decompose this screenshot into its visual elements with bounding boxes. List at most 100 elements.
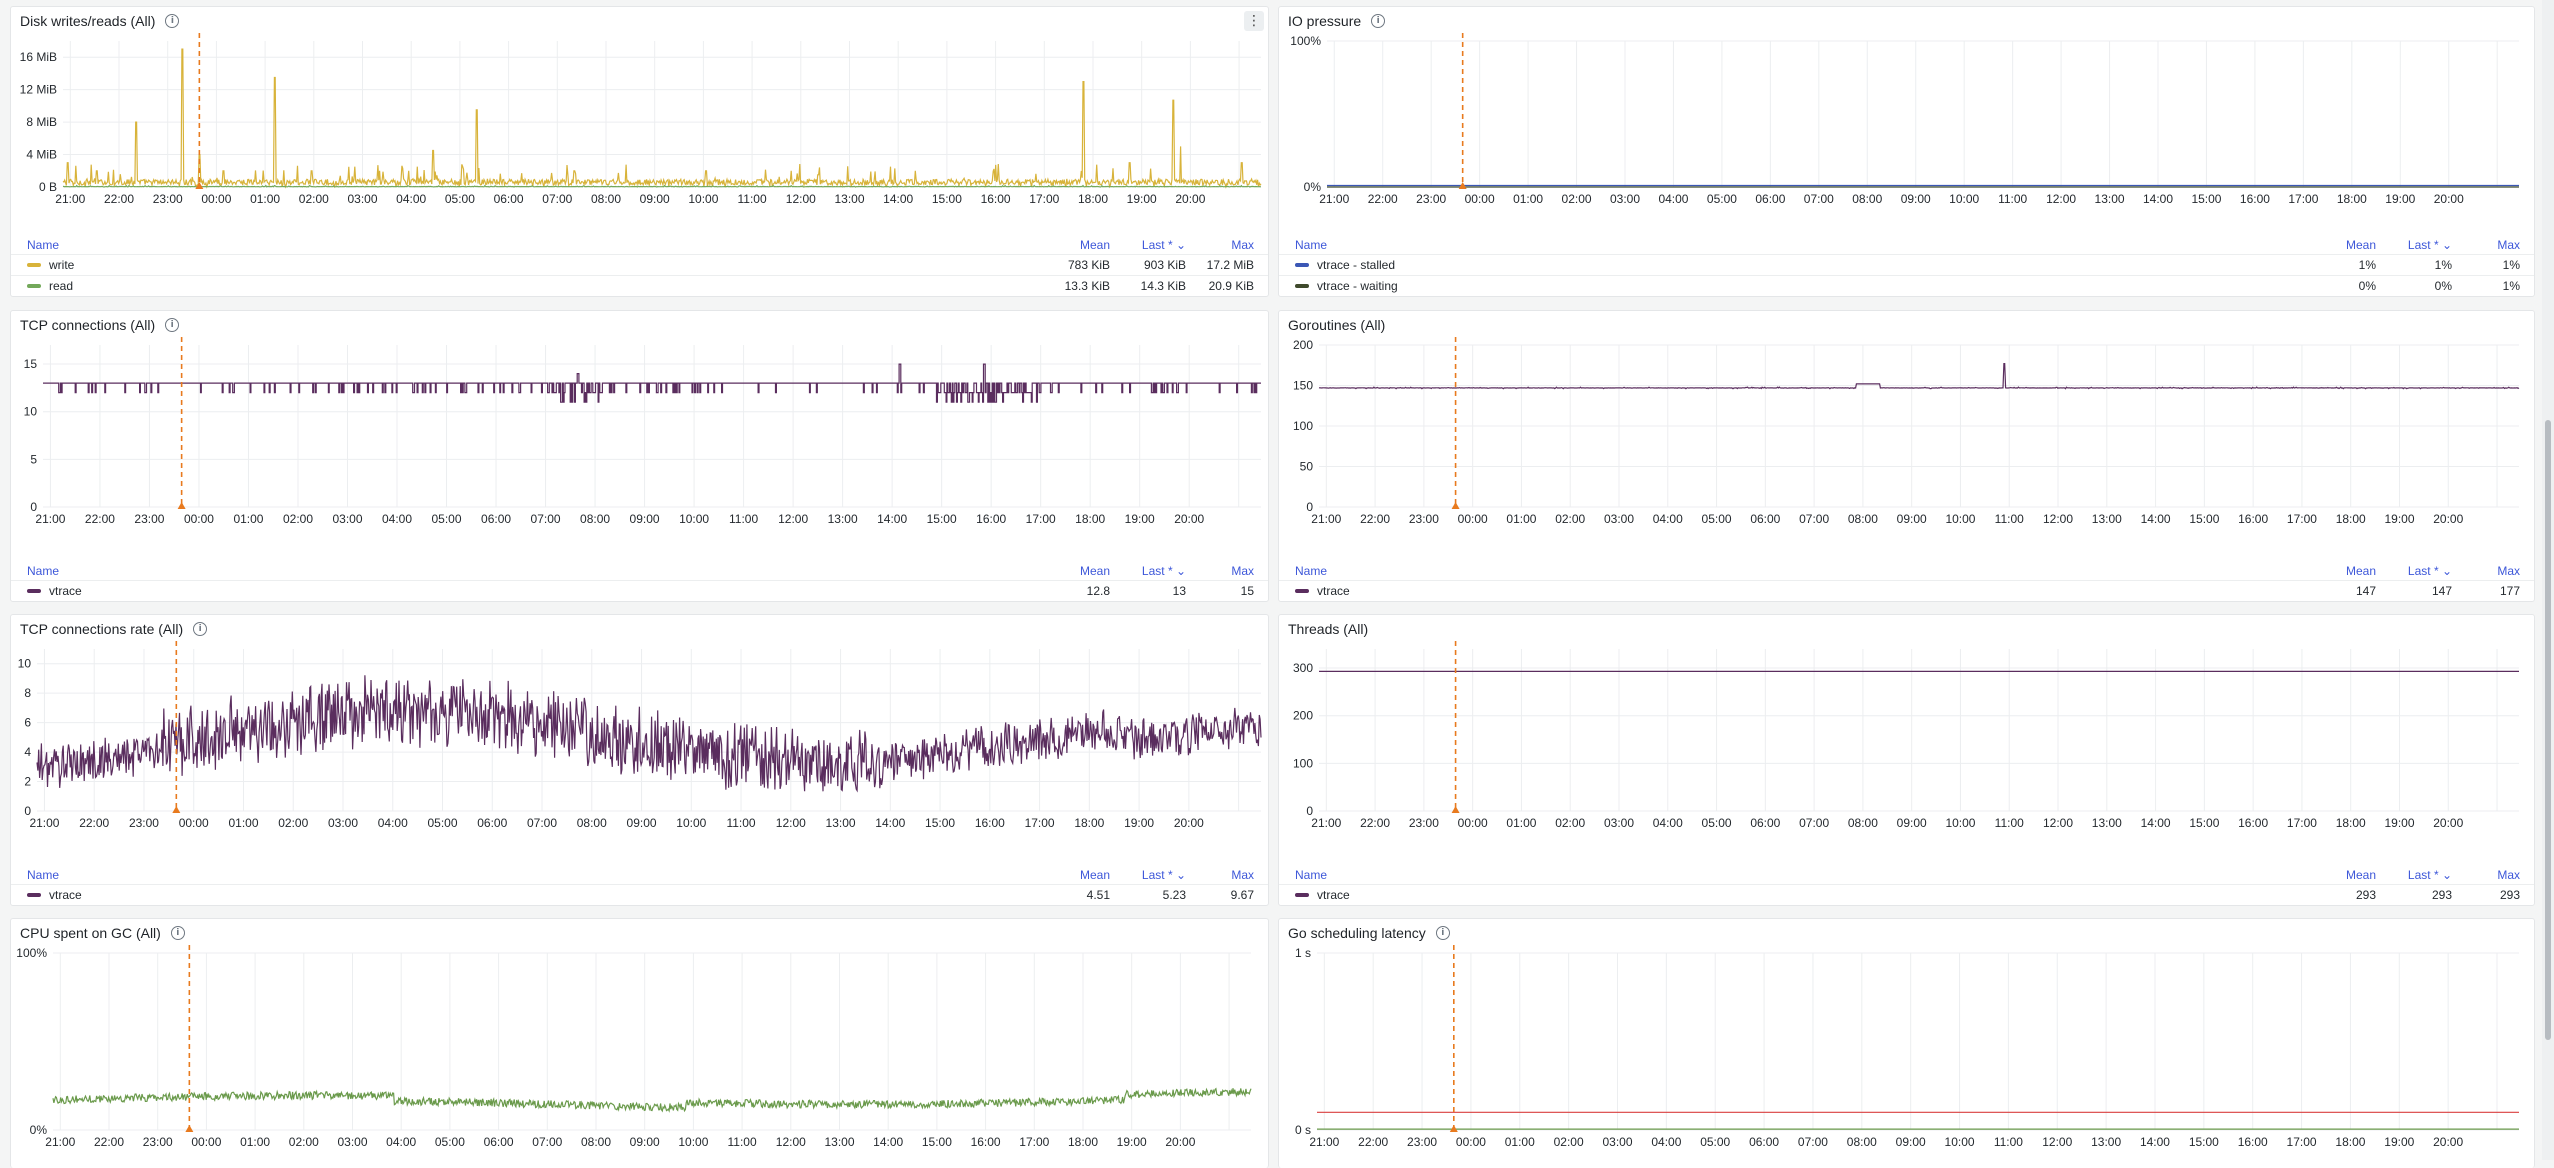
legend-series-name[interactable]: read [27, 279, 1030, 293]
panel-goroutines[interactable]: Goroutines (All) 0 50 100 150 200 21:00 22:00 2… [1278, 310, 2535, 602]
x-tick-label: 01:00 [1506, 816, 1536, 830]
legend-last-value: 147 [2431, 584, 2452, 598]
legend-header-mean[interactable]: Mean [1079, 867, 1110, 882]
annotation-marker-triangle[interactable] [195, 182, 204, 189]
chart-svg[interactable]: 0% 100% 21:00 22:00 23:00 00:00 01:00 02:00 03:0… [1279, 33, 2534, 213]
kebab-menu-icon[interactable]: ⋮ [1244, 11, 1264, 31]
legend-header-mean[interactable]: Mean [2345, 563, 2376, 578]
series-line[interactable] [43, 363, 1261, 403]
legend-header-last-sort[interactable]: Last * ⌄ [2407, 867, 2452, 882]
vertical-scrollbar[interactable] [2542, 0, 2554, 1160]
legend-series-name[interactable]: vtrace [27, 888, 1030, 902]
legend-row[interactable]: vtrace - waiting 0% 0% 1% [1279, 275, 2534, 296]
legend-series-name[interactable]: vtrace [1295, 888, 2296, 902]
x-tick-label: 21:00 [55, 192, 85, 206]
legend-row[interactable]: read 13.3 KiB 14.3 KiB 20.9 KiB [11, 275, 1268, 296]
x-tick-label: 18:00 [2337, 192, 2367, 206]
annotation-marker-triangle[interactable] [1451, 806, 1460, 813]
legend-header-last-sort[interactable]: Last * ⌄ [2407, 237, 2452, 252]
legend-header-last-sort[interactable]: Last * ⌄ [1141, 237, 1186, 252]
legend-header-mean[interactable]: Mean [1079, 563, 1110, 578]
legend-header-name[interactable]: Name [27, 867, 60, 882]
legend-header-max[interactable]: Max [2497, 237, 2520, 252]
legend-header-name[interactable]: Name [27, 563, 60, 578]
series-line[interactable] [1318, 363, 2520, 390]
legend-header-mean[interactable]: Mean [1079, 237, 1110, 252]
legend-header-max[interactable]: Max [2497, 867, 2520, 882]
legend-header-mean[interactable]: Mean [2345, 237, 2376, 252]
chart-svg[interactable]: 0 B 4 MiB 8 MiB 12 MiB 16 MiB 21:00 22:00 23:00… [11, 33, 1268, 213]
annotation-marker-triangle[interactable] [1451, 502, 1460, 509]
info-icon[interactable]: i [1371, 14, 1386, 28]
legend-header-max[interactable]: Max [2497, 563, 2520, 578]
annotation-marker-triangle[interactable] [1458, 182, 1467, 189]
legend-header-name[interactable]: Name [1295, 867, 1328, 882]
chart-svg[interactable]: 0 2 4 6 8 10 21:00 22:00 23:00 00:00 01:00 02:00 03:… [11, 641, 1268, 837]
legend-header-max[interactable]: Max [1231, 563, 1254, 578]
panel-threads[interactable]: Threads (All) 0 100 200 300 21:00 22:00 23:00 0… [1278, 614, 2535, 906]
legend-row[interactable]: vtrace 293 293 293 [1279, 884, 2534, 905]
legend-header-max[interactable]: Max [1231, 237, 1254, 252]
chart-svg[interactable]: 0% 100% 21:00 22:00 23:00 00:00 01:00 02:00 03:0… [11, 945, 1268, 1156]
legend-series-name[interactable]: write [27, 258, 1030, 272]
chart-svg[interactable]: 0 50 100 150 200 21:00 22:00 23:00 00:00 01:00 02:… [1279, 337, 2534, 533]
scrollbar-thumb[interactable] [2545, 420, 2551, 1040]
panel-title-text: IO pressure [1288, 13, 1362, 29]
legend-header-name[interactable]: Name [27, 237, 60, 252]
x-tick-label: 03:00 [1604, 816, 1634, 830]
legend-row[interactable]: vtrace 4.51 5.23 9.67 [11, 884, 1268, 905]
x-tick-label: 10:00 [679, 512, 709, 526]
chart-svg[interactable]: 0 5 10 15 21:00 22:00 23:00 00:00 01:00 02:00 03:0… [11, 337, 1268, 533]
annotation-marker-triangle[interactable] [185, 1125, 194, 1132]
x-tick-label: 17:00 [1026, 512, 1056, 526]
legend-series-name[interactable]: vtrace [1295, 584, 2296, 598]
series-line[interactable] [36, 675, 1262, 793]
annotation-marker-triangle[interactable] [177, 502, 186, 509]
annotation-marker-triangle[interactable] [172, 806, 181, 813]
info-icon[interactable]: i [193, 622, 208, 636]
legend-series-name[interactable]: vtrace [27, 584, 1030, 598]
grid [53, 952, 1251, 1131]
legend-header-name[interactable]: Name [1295, 237, 1328, 252]
legend-header-last-sort[interactable]: Last * ⌄ [2407, 563, 2452, 578]
legend-header-mean[interactable]: Mean [2345, 867, 2376, 882]
legend-mean-value: 4.51 [1086, 888, 1110, 902]
chart-svg[interactable]: 0 s 1 s 21:00 22:00 23:00 00:00 01:00 02:00 03:0… [1279, 945, 2534, 1156]
series-line[interactable] [62, 48, 1262, 189]
legend-series-name[interactable]: vtrace - stalled [1295, 258, 2296, 272]
x-tick-label: 01:00 [1506, 512, 1536, 526]
x-tick-label: 04:00 [1653, 816, 1683, 830]
panel-io-pressure[interactable]: IO pressure i 0% 100% 21:00 22:00 23:00 00:00 0… [1278, 6, 2535, 297]
legend-row[interactable]: vtrace 147 147 177 [1279, 580, 2534, 601]
info-icon[interactable]: i [1435, 926, 1450, 940]
x-tick-label: 10:00 [1945, 816, 1975, 830]
info-icon[interactable]: i [165, 318, 180, 332]
legend-header-last-sort[interactable]: Last * ⌄ [1141, 563, 1186, 578]
panel-disk-writes-reads[interactable]: Disk writes/reads (All) i ⋮ 0 B 4 MiB 8 MiB… [10, 6, 1269, 297]
series-line[interactable] [52, 1087, 1252, 1113]
legend-row[interactable]: vtrace - stalled 1% 1% 1% [1279, 254, 2534, 275]
x-tick-label: 07:00 [1799, 512, 1829, 526]
grid [1317, 952, 2519, 1131]
x-tick-label: 04:00 [378, 816, 408, 830]
annotation-marker-triangle[interactable] [1449, 1125, 1458, 1132]
panel-cpu-spent-on-gc[interactable]: CPU spent on GC (All) i 0% 100% 21:00 22:00 2… [10, 918, 1269, 1168]
legend-series-name[interactable]: vtrace - waiting [1295, 279, 2296, 293]
info-icon[interactable]: i [170, 926, 185, 940]
legend-header: Name Mean Last * ⌄ Max [1279, 561, 2534, 580]
legend-row[interactable]: vtrace 12.8 13 15 [11, 580, 1268, 601]
legend-header-name[interactable]: Name [1295, 563, 1328, 578]
x-tick-label: 19:00 [2384, 1135, 2414, 1149]
chart-svg[interactable]: 0 100 200 300 21:00 22:00 23:00 00:00 01:00 02:00… [1279, 641, 2534, 837]
y-tick-label: 0 s [1295, 1123, 1311, 1137]
panel-go-scheduling-latency[interactable]: Go scheduling latency i 0 s 1 s 21:00 22:00 2… [1278, 918, 2535, 1168]
panel-tcp-connections[interactable]: TCP connections (All) i 0 5 10 15 21:00 22:00 2… [10, 310, 1269, 602]
x-tick-label: 22:00 [1358, 1135, 1388, 1149]
legend-header-last-sort[interactable]: Last * ⌄ [1141, 867, 1186, 882]
info-icon[interactable]: i [165, 14, 180, 28]
legend-header-max[interactable]: Max [1231, 867, 1254, 882]
series-line[interactable] [62, 184, 1262, 188]
y-tick-label: 10 [24, 405, 38, 419]
legend-row[interactable]: write 783 KiB 903 KiB 17.2 MiB [11, 254, 1268, 275]
panel-tcp-connections-rate[interactable]: TCP connections rate (All) i 0 2 4 6 8 10 21:00… [10, 614, 1269, 906]
